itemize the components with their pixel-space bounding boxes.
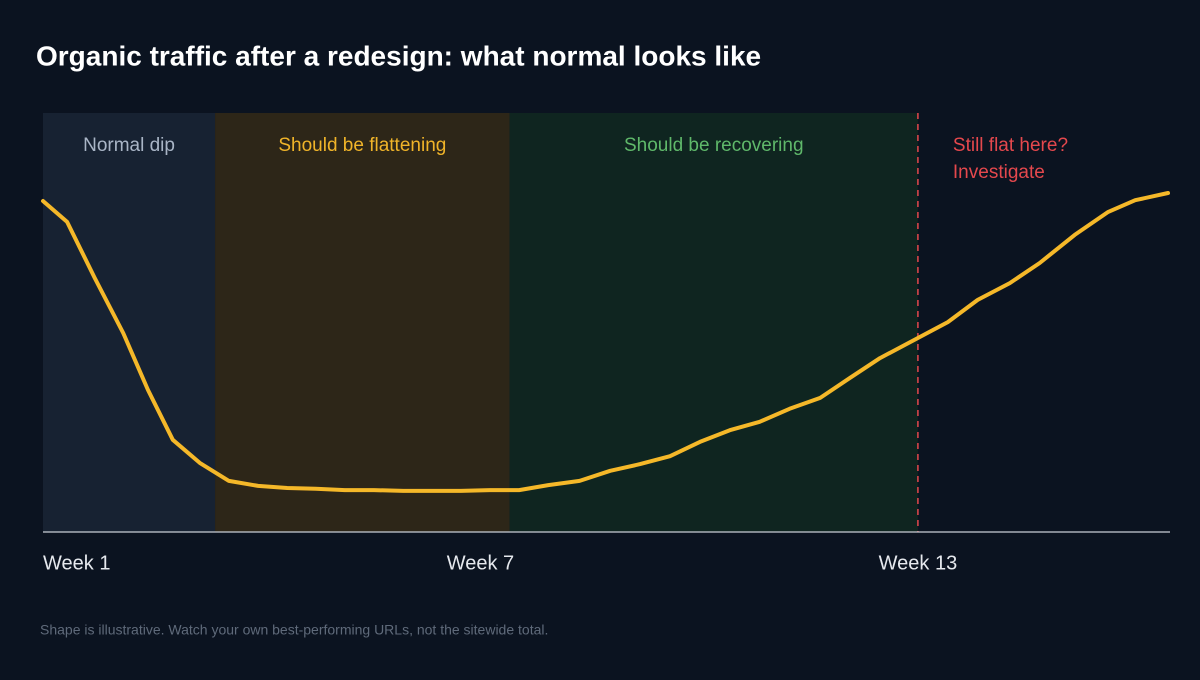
threshold-label: Still flat here?: [953, 135, 1068, 156]
region-label: Should be flattening: [278, 135, 446, 156]
x-tick-label: Week 7: [447, 552, 514, 574]
region-label: Normal dip: [83, 135, 175, 156]
region-label: Should be recovering: [624, 135, 804, 156]
chart-title: Organic traffic after a redesign: what n…: [36, 40, 761, 71]
region: [43, 113, 216, 532]
x-tick-label: Week 1: [43, 552, 110, 574]
x-tick-label: Week 13: [879, 552, 958, 574]
traffic-line: [41, 191, 1170, 493]
region: [215, 113, 510, 532]
region: [509, 113, 918, 532]
footnote: Shape is illustrative. Watch your own be…: [40, 622, 548, 638]
threshold-label: Investigate: [953, 162, 1045, 183]
